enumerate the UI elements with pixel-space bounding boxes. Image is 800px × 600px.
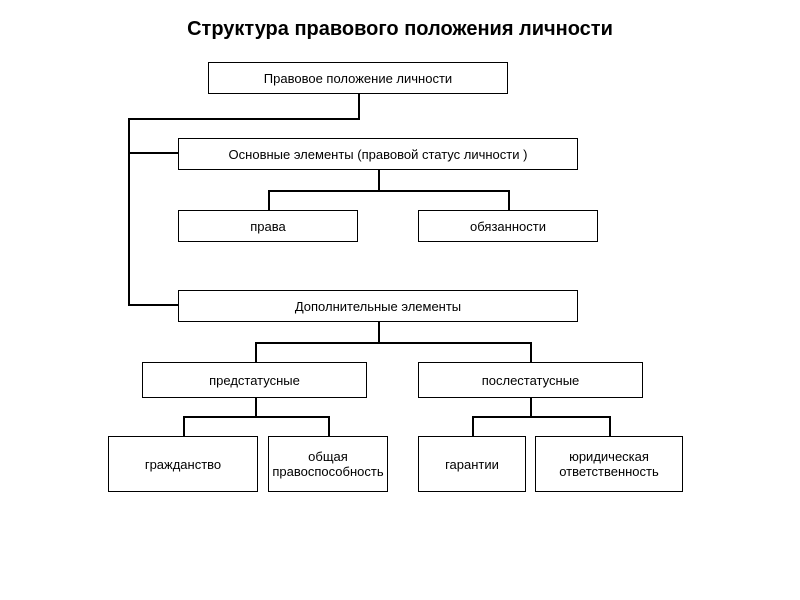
connector-9: [378, 322, 380, 344]
connector-6: [268, 190, 508, 192]
connector-15: [183, 416, 185, 436]
node-main-label: Основные элементы (правовой статус лично…: [229, 147, 528, 162]
node-additional: Дополнительные элементы: [178, 290, 578, 322]
node-rights-label: права: [250, 219, 286, 234]
node-rights: права: [178, 210, 358, 242]
node-capacity: общая правоспособность: [268, 436, 388, 492]
connector-12: [530, 342, 532, 362]
node-citizenship-label: гражданство: [145, 457, 221, 472]
node-prestatus-label: предстатусные: [209, 373, 300, 388]
node-citizenship: гражданство: [108, 436, 258, 492]
node-duties-label: обязанности: [470, 219, 546, 234]
connector-7: [268, 190, 270, 210]
connector-11: [255, 342, 257, 362]
connector-3: [128, 152, 178, 154]
node-prestatus: предстатусные: [142, 362, 367, 398]
connector-14: [183, 416, 330, 418]
connector-19: [472, 416, 474, 436]
node-liability-label: юридическая ответственность: [542, 449, 676, 479]
connector-17: [530, 398, 532, 418]
connector-8: [508, 190, 510, 210]
node-root-label: Правовое положение личности: [264, 71, 452, 86]
node-main: Основные элементы (правовой статус лично…: [178, 138, 578, 170]
diagram-title: Структура правового положения личности: [80, 18, 720, 41]
connector-10: [255, 342, 530, 344]
node-additional-label: Дополнительные элементы: [295, 299, 461, 314]
connector-16: [328, 416, 330, 436]
node-root: Правовое положение личности: [208, 62, 508, 94]
node-duties: обязанности: [418, 210, 598, 242]
connector-5: [378, 170, 380, 192]
connector-4: [128, 304, 178, 306]
node-liability: юридическая ответственность: [535, 436, 683, 492]
connector-0: [358, 94, 360, 120]
connector-18: [472, 416, 611, 418]
connector-13: [255, 398, 257, 418]
connector-20: [609, 416, 611, 436]
node-guarantees: гарантии: [418, 436, 526, 492]
node-poststatus: послестатусные: [418, 362, 643, 398]
connector-1: [128, 118, 360, 120]
connector-2: [128, 118, 130, 306]
node-capacity-label: общая правоспособность: [272, 449, 383, 479]
node-poststatus-label: послестатусные: [482, 373, 580, 388]
node-guarantees-label: гарантии: [445, 457, 499, 472]
